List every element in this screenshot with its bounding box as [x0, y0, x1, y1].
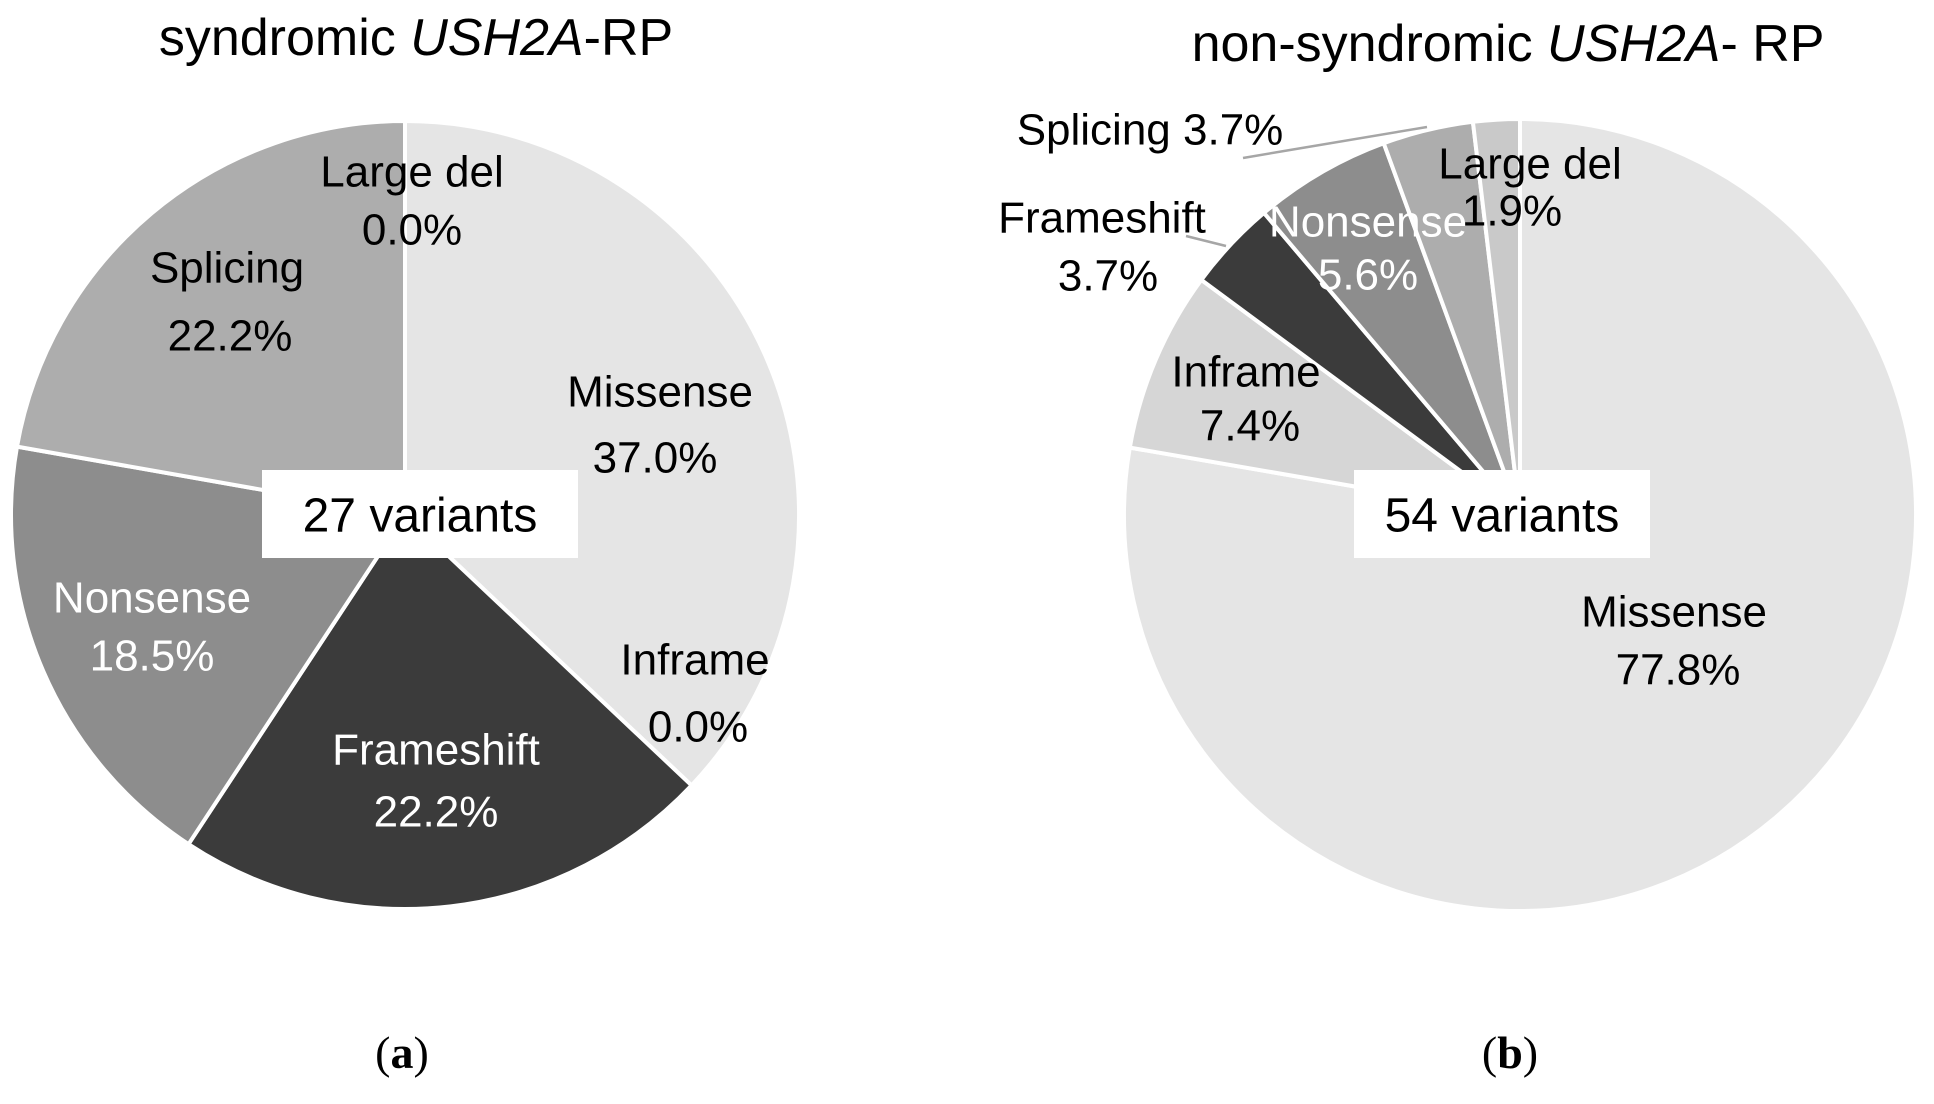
slice-label-b-missense-name: Missense — [1581, 588, 1767, 637]
pie-slice-a-splicing — [15, 119, 407, 517]
chart-a-title: syndromic USH2A-RP — [159, 9, 673, 67]
chart-b-title-post: - RP — [1720, 15, 1824, 73]
pie-b-leader-lines — [1185, 125, 1428, 248]
chart-a-title-gene: USH2A — [410, 9, 583, 67]
slice-label-a-large-del-pct: 0.0% — [362, 206, 462, 255]
caption-a: (a) — [375, 1027, 429, 1078]
slice-label-a-splicing-name: Splicing — [150, 244, 304, 293]
pie-a-slice-labels: Missense 37.0% Inframe 0.0% Frameshift 22.2% N… — [53, 148, 770, 837]
slice-label-b-large-del-pct: 1.9% — [1462, 187, 1562, 236]
chart-b-title: non-syndromic USH2A- RP — [1192, 15, 1825, 73]
center-box-a — [262, 470, 578, 558]
slice-label-a-large-del-name: Large del — [320, 148, 503, 197]
slice-label-b-splicing-full: Splicing 3.7% — [1017, 106, 1284, 155]
caption-a-close: ) — [414, 1027, 429, 1078]
caption-a-letter: a — [391, 1027, 414, 1078]
chart-b-title-gene: USH2A — [1547, 15, 1720, 73]
slice-label-a-frameshift-pct: 22.2% — [374, 788, 499, 837]
slice-label-a-nonsense-pct: 18.5% — [90, 632, 215, 681]
slice-label-a-frameshift-name: Frameshift — [332, 726, 540, 775]
caption-b: (b) — [1482, 1027, 1538, 1078]
pie-slice-a-frameshift — [186, 513, 694, 912]
slice-label-a-missense-pct: 37.0% — [593, 434, 718, 483]
caption-a-open: ( — [375, 1027, 390, 1078]
slice-label-b-inframe-name: Inframe — [1171, 348, 1320, 397]
slice-label-b-frameshift-pct: 3.7% — [1058, 252, 1158, 301]
slice-label-a-nonsense-name: Nonsense — [53, 574, 251, 623]
leader-line-b-frameshift — [1185, 234, 1227, 248]
pie-slice-b-nonsense — [1262, 141, 1522, 517]
slice-label-b-large-del-name: Large del — [1438, 140, 1621, 189]
pie-slice-a-missense — [403, 119, 802, 788]
slice-label-a-inframe-pct: 0.0% — [648, 703, 748, 752]
slice-label-a-missense-name: Missense — [567, 368, 753, 417]
chart-b-title-pre: non-syndromic — [1192, 15, 1547, 73]
center-count-a: 27 variants — [303, 490, 538, 543]
chart-a-title-post: -RP — [584, 9, 674, 67]
pie-slice-b-large-del — [1470, 116, 1522, 517]
center-box-b — [1354, 470, 1650, 558]
slice-label-b-inframe-pct: 7.4% — [1200, 402, 1300, 451]
pie-slice-b-inframe — [1127, 277, 1522, 517]
slice-label-b-nonsense-name: Nonsense — [1269, 198, 1467, 247]
slice-label-b-frameshift-name: Frameshift — [998, 194, 1206, 243]
slice-label-b-nonsense-pct: 5.6% — [1318, 251, 1418, 300]
caption-b-letter: b — [1497, 1027, 1523, 1078]
leader-line-b-splicing — [1242, 125, 1428, 160]
slice-label-a-inframe-name: Inframe — [620, 636, 769, 685]
caption-b-open: ( — [1482, 1027, 1497, 1078]
pie-b-slice-labels: Missense 77.8% Inframe 7.4% Frameshift 3.7% No… — [998, 106, 1767, 695]
slice-label-b-missense-pct: 77.8% — [1616, 646, 1741, 695]
caption-b-close: ) — [1523, 1027, 1538, 1078]
slice-label-a-splicing-pct: 22.2% — [168, 312, 293, 361]
center-count-b: 54 variants — [1385, 490, 1620, 543]
chart-a-title-pre: syndromic — [159, 9, 410, 67]
